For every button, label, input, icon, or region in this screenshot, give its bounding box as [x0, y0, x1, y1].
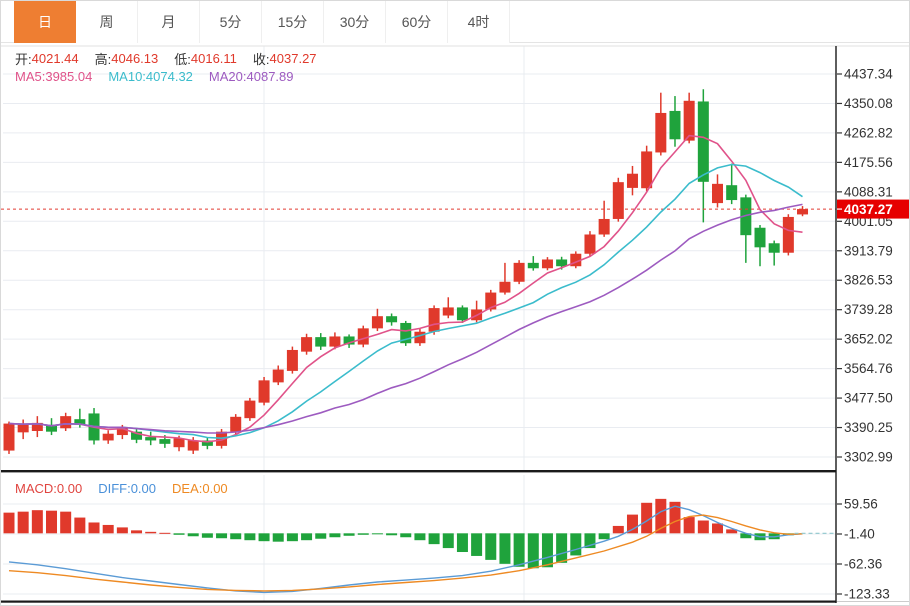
- tab-30min[interactable]: 30分: [324, 1, 386, 43]
- svg-text:3652.02: 3652.02: [844, 332, 893, 347]
- tab-4hour[interactable]: 4时: [448, 1, 510, 43]
- svg-text:3739.28: 3739.28: [844, 302, 893, 317]
- svg-text:4437.34: 4437.34: [844, 67, 893, 82]
- tab-week[interactable]: 周: [76, 1, 138, 43]
- svg-text:3564.76: 3564.76: [844, 361, 893, 376]
- svg-text:4088.31: 4088.31: [844, 184, 893, 199]
- svg-text:-1.40: -1.40: [844, 527, 875, 542]
- svg-text:3302.99: 3302.99: [844, 450, 893, 465]
- interval-tabbar: 日 周 月 5分 15分 30分 60分 4时: [1, 1, 909, 43]
- svg-text:3477.50: 3477.50: [844, 391, 893, 406]
- svg-text:4037.27: 4037.27: [844, 202, 893, 217]
- candlestick-macd-chart: 4437.344350.084262.824175.564088.314001.…: [1, 45, 909, 603]
- svg-text:4175.56: 4175.56: [844, 155, 893, 170]
- svg-text:59.56: 59.56: [844, 497, 878, 512]
- svg-text:3826.53: 3826.53: [844, 273, 893, 288]
- tab-5min[interactable]: 5分: [200, 1, 262, 43]
- svg-text:-62.36: -62.36: [844, 557, 882, 572]
- svg-text:3390.25: 3390.25: [844, 420, 893, 435]
- svg-text:4350.08: 4350.08: [844, 96, 893, 111]
- tab-month[interactable]: 月: [138, 1, 200, 43]
- svg-text:3913.79: 3913.79: [844, 243, 893, 258]
- svg-text:-123.33: -123.33: [844, 587, 890, 602]
- chart-canvas[interactable]: 4437.34 4350.08 4262.82 4175.56 4088.31 4001.…: [1, 43, 909, 605]
- tab-15min[interactable]: 15分: [262, 1, 324, 43]
- svg-text:4262.82: 4262.82: [844, 125, 893, 140]
- tab-60min[interactable]: 60分: [386, 1, 448, 43]
- tab-day[interactable]: 日: [14, 1, 76, 43]
